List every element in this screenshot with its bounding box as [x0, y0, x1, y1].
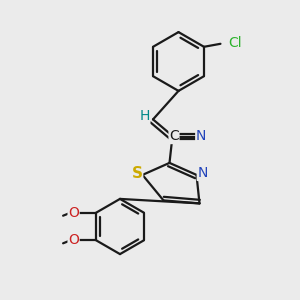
- Text: Cl: Cl: [228, 36, 242, 50]
- Text: O: O: [68, 233, 79, 247]
- Text: H: H: [140, 110, 150, 123]
- Text: S: S: [132, 166, 142, 181]
- Text: N: N: [197, 167, 208, 180]
- Text: N: N: [196, 130, 206, 143]
- Text: O: O: [68, 206, 79, 220]
- Text: C: C: [169, 130, 179, 143]
